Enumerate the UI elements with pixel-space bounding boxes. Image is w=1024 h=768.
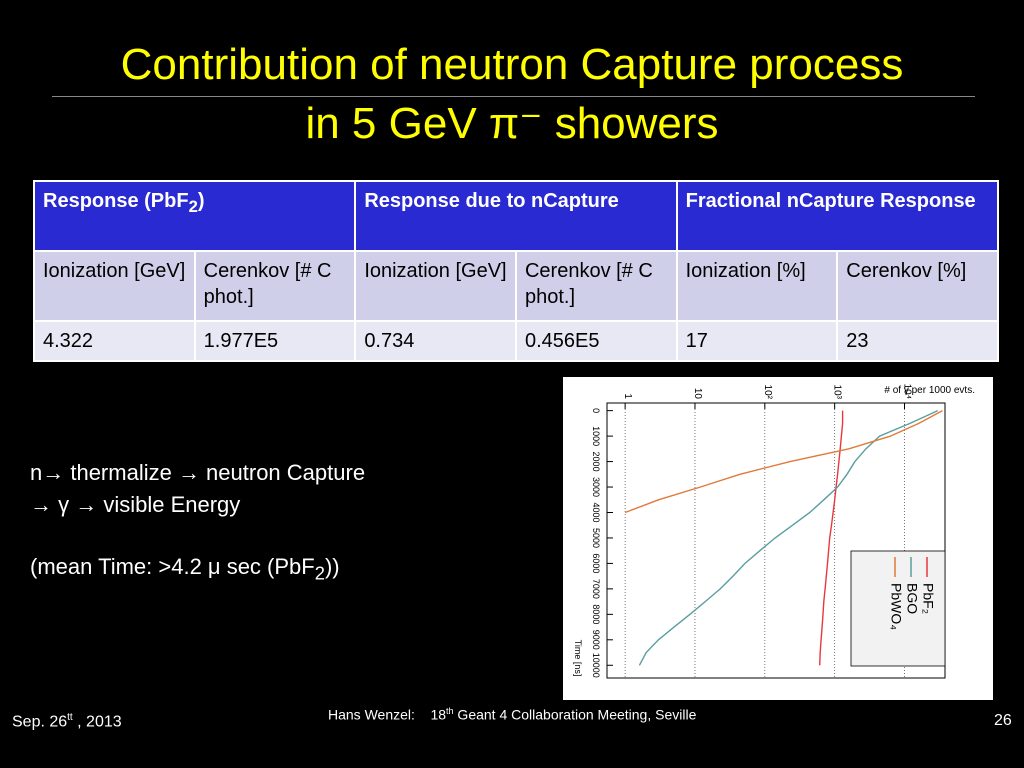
subheader-cell: Cerenkov [# C phot.] — [193, 250, 357, 322]
x-axis-label: Time [ns] — [573, 640, 583, 677]
legend-label: PbWO₄ — [888, 583, 904, 630]
results-table: Response (PbF2) Response due to nCapture… — [32, 180, 1000, 362]
text: )) — [324, 554, 340, 579]
plot-frame — [606, 402, 946, 679]
y-tick-label: 10³ — [832, 385, 843, 400]
legend-label: BGO — [904, 583, 920, 614]
series-line — [819, 410, 844, 666]
subheader-cell: Cerenkov [%] — [836, 250, 999, 322]
chart: 1 10 10² 10³ 10⁴ 0 1000 2000 3000 4000 5000 6000 700… — [563, 377, 993, 700]
data-cell: 23 — [836, 320, 999, 362]
cell-text: Response due to nCapture — [364, 190, 619, 212]
body-text: n→ thermalize → neutron Capture — [30, 460, 366, 485]
text: Geant 4 Collaboration Meeting, Seville — [453, 706, 697, 723]
subheader-cell: Ionization [%] — [675, 250, 839, 322]
title-line: in 5 GeV π⁻ showers — [305, 99, 719, 148]
subscript: 2 — [314, 562, 325, 584]
cell-text: Fractional nCapture Response — [685, 190, 976, 212]
data-cell: 1.977E5 — [193, 320, 357, 362]
superscript: tt — [67, 712, 73, 723]
header-cell: Response (PbF2) — [32, 180, 357, 252]
page-number: 26 — [994, 712, 1012, 729]
header-cell: Fractional nCapture Response — [675, 180, 1000, 252]
title-line: Contribution of neutron Capture process — [120, 40, 904, 89]
cell-text: ) — [197, 190, 205, 212]
data-cell: 0.734 — [354, 320, 517, 362]
text: Hans Wenzel: 18 — [328, 706, 447, 723]
data-cell: 4.322 — [33, 320, 196, 362]
x-tick-label: 6000 — [591, 553, 601, 573]
data-cell: 17 — [675, 320, 839, 362]
text: Sep. 26 — [12, 713, 68, 731]
x-tick-label: 3000 — [591, 477, 601, 497]
x-tick-label: 5000 — [591, 528, 601, 548]
x-tick-label: 7000 — [591, 579, 601, 599]
y-tick-label: 1 — [622, 393, 633, 399]
x-tick-label: 4000 — [591, 502, 601, 522]
body-text: (mean Time: >4.2 μ sec (PbF2)) — [30, 554, 340, 584]
subheader-cell: Ionization [GeV] — [354, 250, 517, 322]
x-tick-label: 2000 — [591, 452, 601, 472]
header-cell: Response due to nCapture — [354, 180, 678, 252]
body-text: → γ → visible Energy — [30, 492, 241, 517]
header-row: Response (PbF2) Response due to nCapture… — [32, 180, 1000, 252]
footer-center: Hans Wenzel: 18th Geant 4 Collaboration … — [328, 706, 696, 723]
y-axis-label: # of γ per 1000 evts. — [884, 385, 975, 396]
data-cell: 0.456E5 — [514, 320, 678, 362]
subheader-cell: Cerenkov [# C phot.] — [514, 250, 678, 322]
subheader-row: Ionization [GeV] Cerenkov [# C phot.] Ioni… — [33, 250, 999, 322]
x-tick-label: 0 — [591, 408, 601, 413]
x-tick-label: 1000 — [591, 426, 601, 446]
x-tick-label: 9000 — [591, 630, 601, 650]
y-tick-label: 10² — [762, 385, 773, 400]
data-row: 4.322 1.977E5 0.734 0.456E5 17 23 — [33, 320, 999, 362]
x-tick-label: 10000 — [591, 653, 601, 678]
title-rule — [52, 96, 975, 97]
subscript: 2 — [188, 197, 198, 216]
series-line — [624, 409, 943, 514]
y-tick-label: 10⁴ — [902, 384, 913, 399]
series-line — [638, 409, 939, 666]
legend-label: PbF₂ — [920, 583, 936, 614]
y-tick-label: 10 — [692, 388, 703, 400]
superscript: th — [446, 706, 454, 716]
subheader-cell: Ionization [GeV] — [33, 250, 196, 322]
footer-date: Sep. 26tt , 2013 — [12, 712, 122, 731]
x-tick-label: 8000 — [591, 604, 601, 624]
legend-box — [850, 550, 946, 667]
cell-text: Response (PbF — [43, 190, 189, 212]
text: (mean Time: >4.2 μ sec (PbF — [30, 554, 315, 579]
text: , 2013 — [72, 713, 122, 731]
